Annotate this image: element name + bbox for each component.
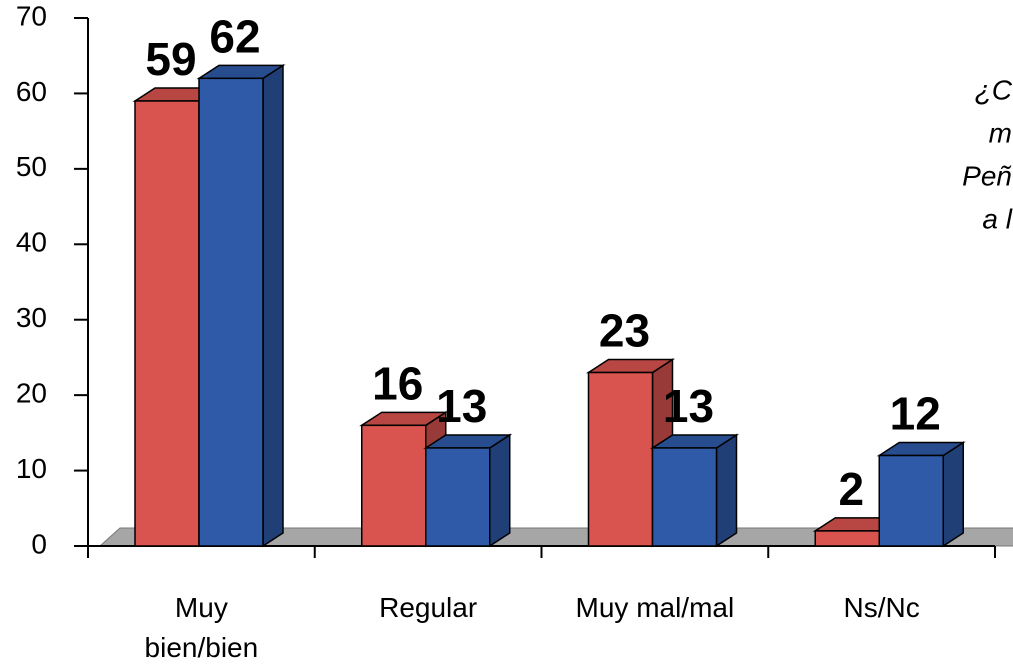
value-label: 13 [436,380,487,432]
x-tick-label: Regular [379,592,478,623]
y-tick-label: 10 [16,453,47,484]
value-label: 12 [890,388,941,440]
x-tick-label: Ns/Nc [843,592,920,623]
y-tick-label: 50 [16,151,47,182]
x-tick-label: Muy mal/mal [575,592,735,623]
bar-side [262,63,284,548]
value-label: 13 [663,380,714,432]
bar [425,447,491,547]
bar [134,100,200,547]
annotation: ¿C [975,74,1013,105]
annotation: a l [982,203,1012,234]
x-tick-label: Muy bien/bien [144,592,259,663]
bar [814,530,880,547]
bar [361,424,427,547]
bar [651,447,718,547]
value-label: 23 [599,305,650,357]
value-label: 2 [838,463,864,515]
y-tick-label: 20 [16,378,47,409]
value-label: 62 [209,10,260,62]
y-tick-label: 70 [16,0,47,31]
y-tick-label: 0 [31,528,47,559]
bar-side [715,433,738,548]
value-label: 59 [145,33,196,85]
annotation: m [989,117,1012,148]
y-tick-label: 40 [16,227,47,258]
bar-side [489,433,511,548]
bar [198,77,264,547]
bar [878,454,944,547]
value-label: 16 [372,357,423,409]
annotation: Peñ [962,160,1012,191]
y-tick-label: 30 [16,302,47,333]
y-tick-label: 60 [16,76,47,107]
bar-side [942,441,964,548]
bar [587,371,654,547]
